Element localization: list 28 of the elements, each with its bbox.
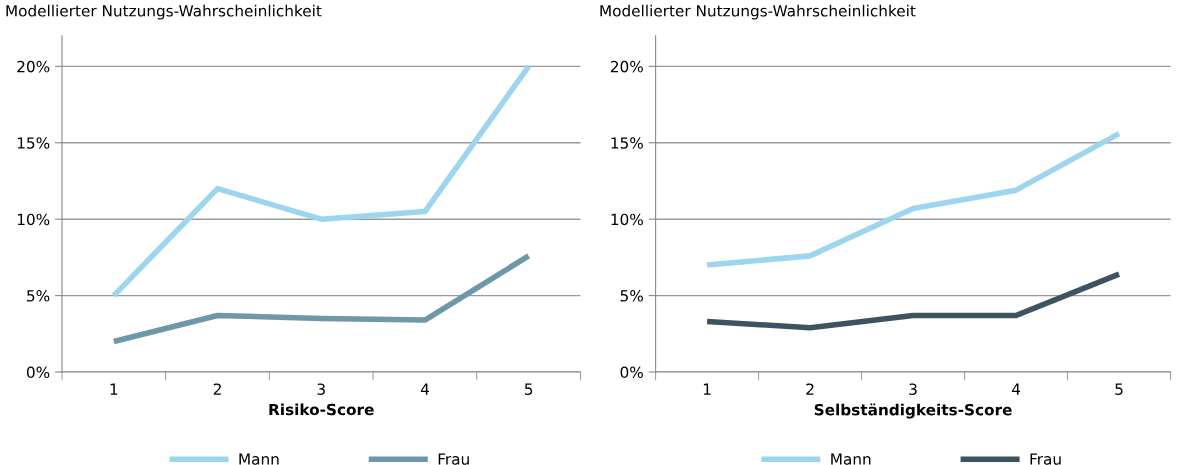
x-tick-label: 4 xyxy=(1011,383,1021,395)
x-tick-label: 5 xyxy=(1115,383,1123,395)
chart-title: Modellierter Nutzungs-Wahrscheinlichkeit xyxy=(6,4,322,20)
y-tick-label: 5% xyxy=(27,290,50,302)
y-tick-label: 10% xyxy=(611,213,643,226)
y-tick-label: 0% xyxy=(26,366,50,379)
x-tick-label: 2 xyxy=(806,383,814,395)
x-axis-title: Selbständigkeits-Score xyxy=(814,403,1012,419)
legend-label: Frau xyxy=(438,453,469,465)
x-tick-label: 2 xyxy=(213,383,221,395)
y-tick-label: 5% xyxy=(620,290,643,302)
y-tick-label: 10% xyxy=(17,213,50,226)
legend-label: Mann xyxy=(831,453,871,465)
y-tick-label: 20% xyxy=(610,60,643,73)
y-tick-label: 15% xyxy=(17,137,50,149)
legend-label: Frau xyxy=(1030,453,1061,465)
y-tick-label: 15% xyxy=(611,137,643,149)
x-tick-label: 3 xyxy=(909,383,917,395)
x-axis-title: Risiko-Score xyxy=(269,403,374,416)
y-tick-label: 20% xyxy=(17,60,50,73)
legend-label: Mann xyxy=(239,453,279,465)
x-tick-label: 1 xyxy=(703,383,711,395)
x-tick-label: 5 xyxy=(524,383,533,395)
chart-title: Modellierter Nutzungs-Wahrscheinlichkeit xyxy=(600,4,916,20)
y-tick-label: 0% xyxy=(620,366,643,379)
x-tick-label: 4 xyxy=(420,383,429,395)
x-tick-label: 1 xyxy=(110,383,118,395)
x-tick-label: 3 xyxy=(317,383,325,395)
